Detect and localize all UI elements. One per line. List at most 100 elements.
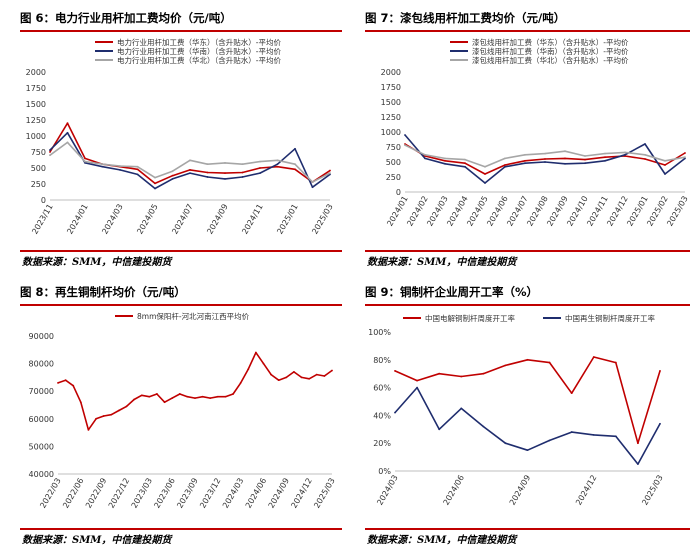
figure-8-title-rule xyxy=(20,304,342,306)
x-tick-label: 2023/12 xyxy=(198,477,222,510)
figure-7-source: 数据来源：SMM，中信建投期货 xyxy=(367,257,517,268)
y-tick-label: 750 xyxy=(31,148,46,157)
figure-7-title: 图 7：漆包线用杆加工费均价（元/吨） xyxy=(365,11,566,25)
data-point xyxy=(311,181,314,183)
figure-6-bottom-rule xyxy=(20,250,342,252)
y-tick-label: 1000 xyxy=(26,132,46,141)
legend-label: 电力行业用杆加工费（华北）（含升贴水）-平均价 xyxy=(117,55,281,65)
y-tick-label: 1000 xyxy=(381,128,401,137)
data-point xyxy=(294,163,296,166)
data-point xyxy=(285,376,288,379)
x-tick-label: 2025/01 xyxy=(275,203,299,236)
data-point xyxy=(49,149,51,151)
data-point xyxy=(424,153,426,156)
data-point xyxy=(72,384,75,387)
series-line xyxy=(57,351,333,431)
x-tick-label: 2025/03 xyxy=(640,474,664,507)
data-point xyxy=(438,372,441,375)
x-tick-label: 2024/12 xyxy=(289,477,313,510)
data-point xyxy=(186,395,189,398)
figure-6-chart: 电力行业用杆加工费（华东）（含升贴水）-平均价电力行业用杆加工费（华南）（含升贴… xyxy=(26,37,335,236)
data-point xyxy=(154,182,156,185)
legend-label: 电力行业用杆加工费（华东）（含升贴水）-平均价 xyxy=(117,37,281,47)
data-point xyxy=(189,159,191,162)
data-point xyxy=(444,157,446,160)
x-tick-label: 2024/11 xyxy=(240,203,264,236)
x-tick-label: 2024/09 xyxy=(205,203,229,236)
data-point xyxy=(438,428,441,431)
data-point xyxy=(482,425,485,428)
data-point xyxy=(163,401,166,404)
data-point xyxy=(644,143,646,145)
data-point xyxy=(136,168,139,171)
data-point xyxy=(247,368,250,371)
figure-9-title: 图 9：铜制杆企业周开工率（%） xyxy=(365,285,539,299)
data-point xyxy=(270,373,273,376)
data-point xyxy=(119,165,121,167)
data-point xyxy=(614,361,617,364)
data-point xyxy=(329,169,331,172)
data-point xyxy=(171,397,174,399)
data-point xyxy=(171,174,174,177)
y-tick-label: 500 xyxy=(386,158,401,167)
data-point xyxy=(276,163,279,166)
data-point xyxy=(484,182,486,184)
data-point xyxy=(504,364,507,367)
data-point xyxy=(224,177,226,180)
data-point xyxy=(637,463,639,465)
figure-6-source: 数据来源：SMM，中信建投期货 xyxy=(22,257,172,268)
legend-label: 漆包线用杆加工费（华东）（含升贴水）-平均价 xyxy=(472,37,629,47)
data-point xyxy=(564,150,566,153)
data-point xyxy=(293,370,295,373)
data-point xyxy=(277,379,280,382)
x-tick-label: 2024/01 xyxy=(65,203,89,236)
data-point xyxy=(171,177,174,180)
data-point xyxy=(66,141,69,144)
figure-6-title-rule xyxy=(20,30,342,32)
x-tick-label: 2025/03 xyxy=(312,477,336,510)
data-point xyxy=(189,172,191,175)
figure-7-panel: 图 7：漆包线用杆加工费均价（元/吨） 漆包线用杆加工费（华东）（含升贴水）-平… xyxy=(355,0,700,270)
data-point xyxy=(624,153,626,156)
data-point xyxy=(329,172,331,175)
data-point xyxy=(194,397,196,399)
x-tick-label: 2024/09 xyxy=(267,477,291,510)
x-tick-label: 2024/07 xyxy=(170,203,194,236)
data-point xyxy=(504,157,506,160)
data-point xyxy=(659,422,661,425)
data-point xyxy=(101,163,104,166)
data-point xyxy=(482,372,485,375)
y-tick-label: 1500 xyxy=(381,98,401,107)
data-point xyxy=(460,407,463,410)
data-point xyxy=(136,165,139,168)
y-tick-label: 0% xyxy=(378,467,391,476)
data-point xyxy=(464,158,466,161)
y-tick-label: 40% xyxy=(373,411,391,420)
data-point xyxy=(664,164,666,166)
data-point xyxy=(311,186,314,189)
data-point xyxy=(133,398,136,401)
data-point xyxy=(570,392,573,395)
data-point xyxy=(624,151,626,154)
figure-6-panel: 图 6：电力行业用杆加工费均价（元/吨） 电力行业用杆加工费（华东）（含升贴水）… xyxy=(0,0,345,270)
data-point xyxy=(570,431,573,433)
series-line xyxy=(394,386,661,465)
x-tick-label: 2022/12 xyxy=(107,477,131,510)
data-point xyxy=(444,159,446,162)
data-point xyxy=(206,176,209,178)
data-point xyxy=(684,156,686,159)
data-point xyxy=(504,165,506,168)
y-tick-label: 70000 xyxy=(29,387,54,396)
data-point xyxy=(209,397,212,399)
data-point xyxy=(544,158,546,160)
data-point xyxy=(206,163,209,166)
data-point xyxy=(416,379,418,382)
data-point xyxy=(294,147,296,150)
data-point xyxy=(117,409,120,412)
data-point xyxy=(259,160,261,163)
figure-7-title-rule xyxy=(365,30,690,32)
data-point xyxy=(564,162,566,165)
legend-label: 漆包线用杆加工费（华北）（含升贴水）-平均价 xyxy=(472,55,629,65)
data-point xyxy=(464,162,466,165)
data-point xyxy=(276,159,279,162)
